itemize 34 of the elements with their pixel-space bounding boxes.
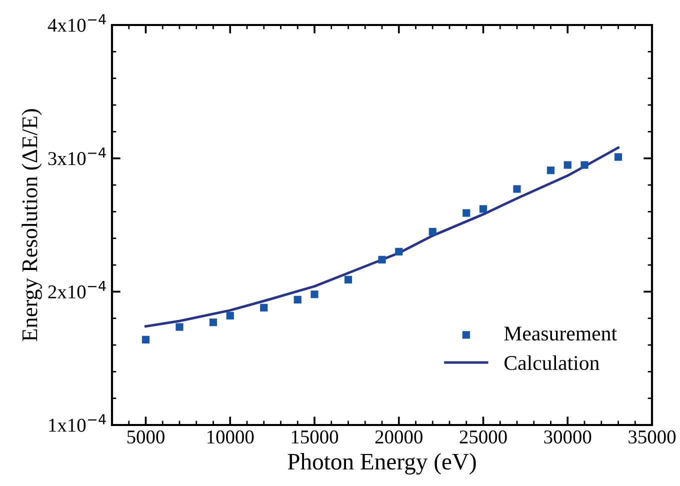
y-tick-label: 1x10$^{−4}$: [49, 414, 106, 432]
point: [428, 228, 436, 236]
point: [395, 248, 403, 256]
point: [226, 312, 234, 320]
legend-label: Measurement: [504, 326, 617, 341]
point: [209, 318, 218, 326]
point: [310, 290, 318, 298]
point: [462, 209, 470, 217]
point: [614, 153, 622, 161]
y-tick-label: 2x10$^{−4}$: [48, 280, 106, 298]
y-tick-label: 4x10$^{−4}$: [48, 14, 106, 32]
point: [344, 276, 352, 284]
point: [142, 336, 150, 344]
point: [580, 161, 588, 169]
x-tick-label: 35000: [628, 430, 676, 444]
legend-label: Calculation: [504, 355, 600, 370]
x-axis-title: Photon Energy (eV): [288, 453, 476, 475]
x-tick-label: 10000: [208, 430, 254, 444]
x-tick-label: 5000: [127, 430, 164, 444]
x-tick-label: 15000: [292, 430, 338, 444]
point: [546, 166, 555, 174]
point: [479, 205, 488, 213]
point: [294, 296, 302, 304]
x-tick-label: 20000: [375, 430, 422, 444]
y-tick-label: 3x10$^{−4}$: [48, 148, 106, 166]
x-tick-label: 30000: [544, 430, 592, 444]
point: [176, 323, 184, 331]
y-axis-title: Energy Resolution (ΔE/E): [22, 109, 42, 342]
point: [378, 256, 386, 264]
x-tick-label: 25000: [460, 430, 507, 444]
point: [513, 185, 521, 193]
line-series: [144, 146, 620, 328]
point: [260, 304, 268, 312]
point: [564, 161, 572, 169]
